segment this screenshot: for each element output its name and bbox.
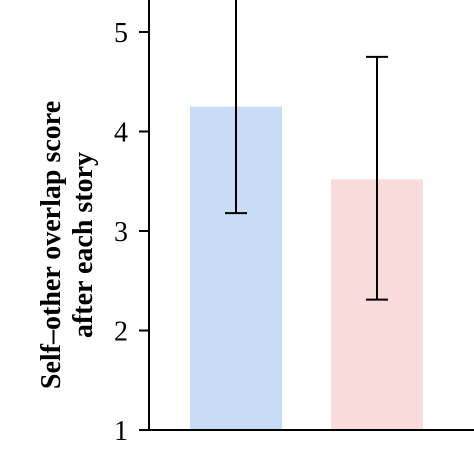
y-axis-label: Self–other overlap score after each stor… <box>36 101 99 389</box>
y-tick-label: 1 <box>114 416 128 447</box>
y-tick-label: 2 <box>114 317 128 348</box>
y-axis-label-line-1: Self–other overlap score <box>36 101 67 389</box>
y-tick-label: 3 <box>114 217 128 248</box>
plot-area <box>190 0 423 430</box>
y-tick-label: 5 <box>114 18 128 49</box>
y-axis-ticks: 1 2 3 4 5 <box>114 18 149 447</box>
y-tick-label: 4 <box>114 118 128 149</box>
y-axis-label-line-2: after each story <box>68 152 99 338</box>
